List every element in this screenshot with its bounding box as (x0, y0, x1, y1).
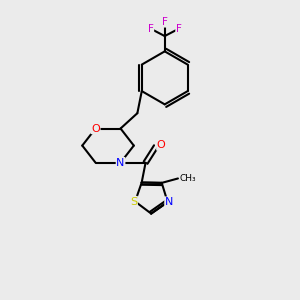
Text: F: F (176, 24, 182, 34)
Text: O: O (157, 140, 166, 150)
Text: N: N (165, 197, 173, 207)
Text: S: S (130, 196, 137, 206)
Text: CH₃: CH₃ (179, 174, 196, 183)
Text: F: F (148, 24, 154, 34)
Text: N: N (116, 158, 125, 168)
Text: F: F (162, 17, 168, 27)
Text: O: O (91, 124, 100, 134)
